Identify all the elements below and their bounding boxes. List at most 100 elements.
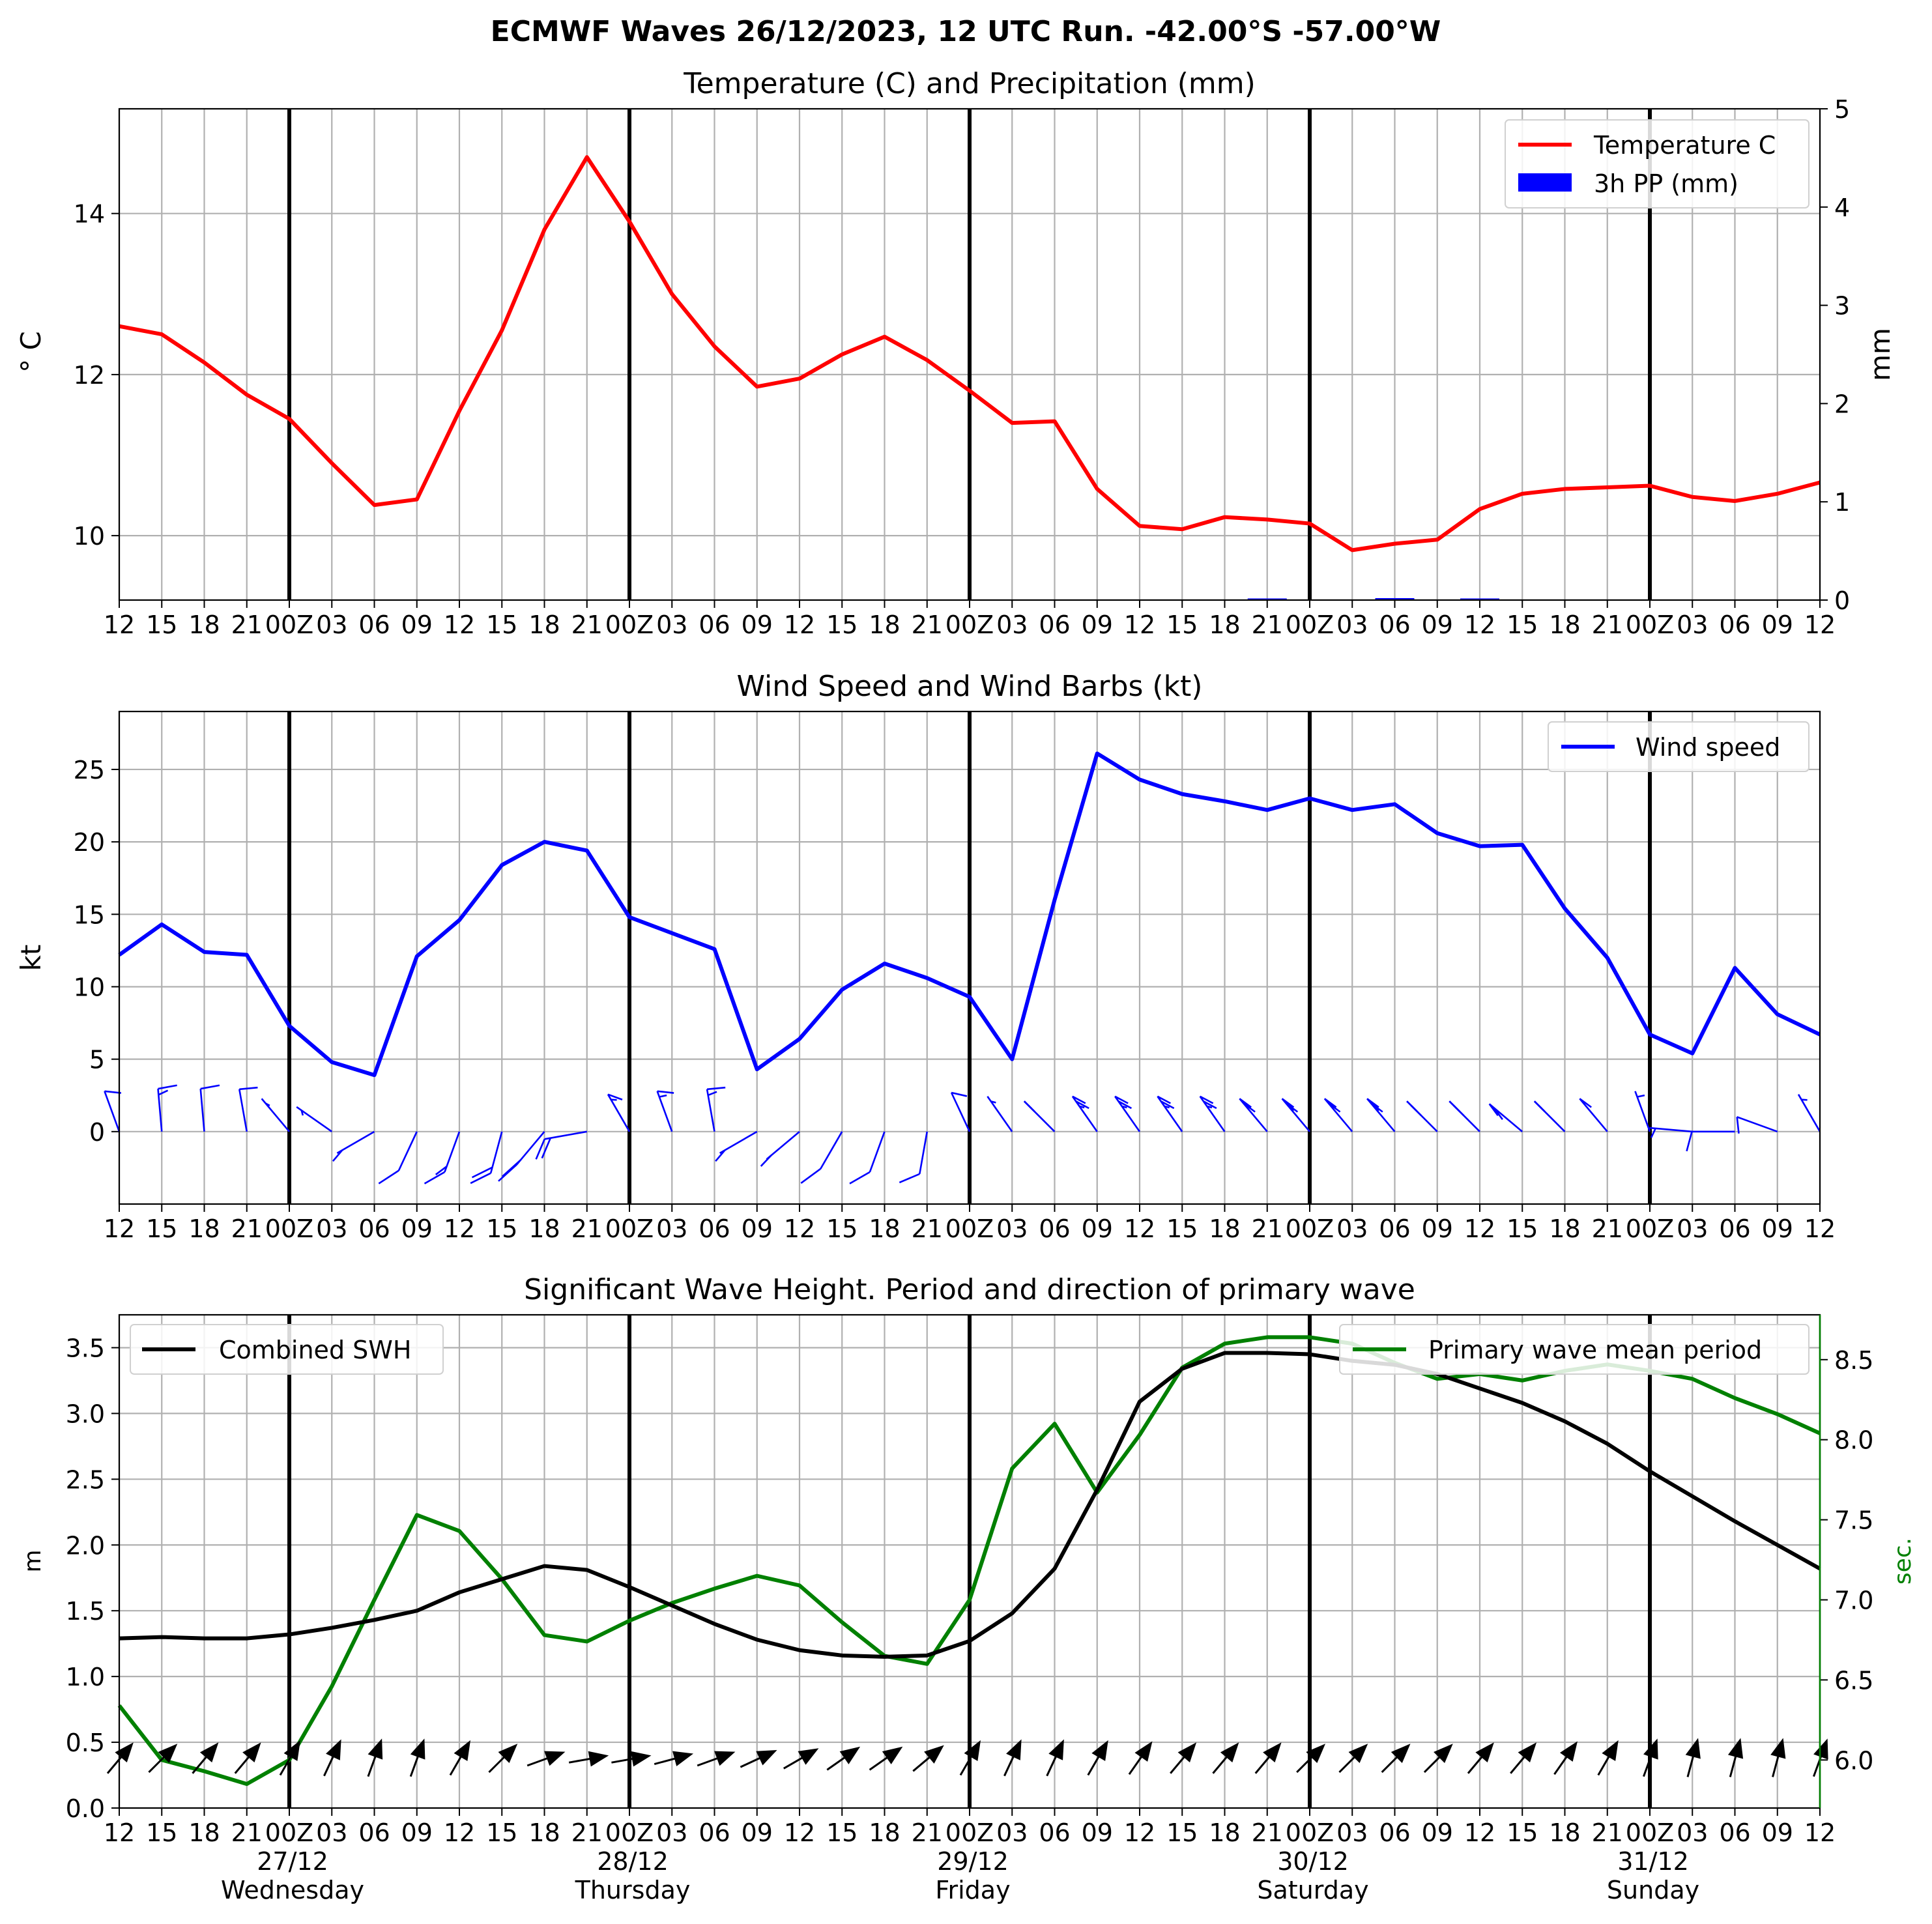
x-tick-label: 18	[1209, 1214, 1240, 1243]
wave-direction-arrow	[1770, 1738, 1786, 1777]
x-tick-label: 15	[486, 610, 517, 639]
x-tick-label: 15	[1166, 1818, 1198, 1847]
wind-barb	[1488, 1103, 1523, 1132]
wind-barb-feather	[1164, 1105, 1170, 1109]
wind-barb	[1114, 1095, 1141, 1132]
wind-barb-feather	[1493, 1107, 1503, 1120]
y-tick-label-right: 3	[1834, 292, 1850, 321]
day-weekday-label: Wednesday	[221, 1876, 364, 1904]
y-tick-label: 0	[89, 1118, 105, 1147]
wave-direction-arrow	[1338, 1744, 1368, 1773]
wind-barb-feather	[1324, 1098, 1337, 1108]
arrow-head	[544, 1751, 566, 1766]
x-tick-label: 18	[528, 610, 560, 639]
arrow-head	[498, 1744, 518, 1763]
wave-direction-arrow	[106, 1742, 134, 1774]
wind-barb-shaft	[544, 1130, 587, 1140]
x-tick-label: 03	[996, 610, 1028, 639]
x-tick-label: 09	[1082, 1214, 1113, 1243]
wind-barb-feather	[200, 1084, 220, 1090]
x-tick-label: 06	[699, 1818, 730, 1847]
day-date-label: 28/12	[597, 1847, 669, 1876]
x-tick-label: 12	[784, 1214, 815, 1243]
x-tick-label: 21	[1252, 1818, 1283, 1847]
wave-direction-arrow	[697, 1751, 736, 1767]
wind-barb-shaft	[397, 1131, 418, 1171]
day-date-label: 30/12	[1277, 1847, 1349, 1876]
wind-barb-feather	[435, 1166, 448, 1175]
wave-direction-arrow	[1296, 1744, 1326, 1773]
y-tick-label: 3.5	[66, 1334, 105, 1362]
wind-barb	[261, 1098, 290, 1132]
wave-direction-arrow	[367, 1738, 383, 1777]
x-tick-label: 18	[188, 610, 220, 639]
x-tick-label: 09	[1422, 1818, 1453, 1847]
wind-barb-feather	[1538, 1104, 1543, 1110]
panel-1: Temperature (C) and Precipitation (mm)10…	[74, 67, 1851, 639]
x-tick-label: 21	[912, 1214, 943, 1243]
wind-barb	[706, 1086, 726, 1132]
wind-barb	[1736, 1116, 1778, 1134]
wind-barb-shaft	[157, 1088, 163, 1132]
x-tick-label: 06	[1719, 1818, 1750, 1847]
arrow-head	[115, 1742, 134, 1762]
wind-barb	[104, 1090, 122, 1132]
y-tick-label: 14	[74, 200, 105, 229]
day-date-label: 27/12	[257, 1847, 328, 1876]
wind-barb-feather	[715, 1149, 726, 1162]
wind-barb	[1281, 1098, 1310, 1132]
x-tick-label: 18	[869, 1214, 900, 1243]
x-tick-label: 21	[1252, 1214, 1283, 1243]
wave-direction-arrow	[740, 1749, 777, 1768]
arrow-head	[756, 1749, 777, 1766]
arrow-head	[199, 1742, 219, 1762]
wave-direction-arrow	[1467, 1742, 1494, 1774]
wave-direction-arrow	[1128, 1741, 1153, 1775]
wind-barb-feather	[1410, 1104, 1422, 1117]
wind-barb-feather	[1650, 1128, 1656, 1138]
wind-barb-shaft	[1797, 1094, 1821, 1132]
arrow-head	[882, 1746, 903, 1764]
wind-barb-shaft	[1649, 1127, 1693, 1133]
panel-2: Wind Speed and Wind Barbs (kt) 0 5 10 15 20 25…	[74, 670, 1836, 1243]
wind-barb-feather	[657, 1090, 674, 1094]
wind-barb	[1579, 1098, 1608, 1132]
x-tick-label: 12	[104, 1214, 135, 1243]
x-tick-label: 18	[528, 1214, 560, 1243]
wave-direction-arrow	[1423, 1744, 1453, 1773]
wave-direction-arrow	[654, 1751, 694, 1766]
wind-barb-shaft	[656, 1091, 673, 1132]
wind-barb-feather	[1488, 1103, 1499, 1117]
wind-barb-feather	[424, 1171, 446, 1185]
wind-barb-feather	[1121, 1105, 1127, 1109]
wave-direction-arrow	[1170, 1742, 1197, 1774]
wind-barb-shaft	[336, 1130, 375, 1154]
wave-direction-arrow	[1046, 1739, 1064, 1777]
wave-direction-arrow	[1254, 1742, 1282, 1774]
wind-barb	[1323, 1098, 1353, 1132]
x-tick-label: 15	[146, 1818, 177, 1847]
y-tick-label: 10	[74, 522, 105, 551]
wind-barb-feather	[899, 1173, 920, 1184]
wind-barb	[800, 1131, 843, 1184]
wind-barb-feather	[1243, 1102, 1256, 1113]
wind-barb-feather	[760, 1155, 772, 1167]
x-tick-label: 06	[699, 610, 730, 639]
wind-barb-shaft	[766, 1130, 800, 1160]
wind-barb-shaft	[489, 1131, 503, 1173]
y-axis-label-swh: m	[20, 1549, 46, 1572]
y-tick-label-right: 0	[1834, 586, 1850, 615]
arrow-head	[672, 1751, 694, 1766]
x-tick-label: 00Z	[1626, 1818, 1674, 1847]
wave-direction-arrow	[449, 1740, 470, 1776]
wind-barb-feather	[158, 1089, 169, 1096]
x-tick-label: 00Z	[1286, 610, 1334, 639]
arrow-head	[368, 1738, 383, 1760]
x-tick-label: 18	[869, 610, 900, 639]
x-tick-label: 03	[656, 610, 687, 639]
wind-barb-feather	[300, 1110, 304, 1116]
precip-bar	[1460, 598, 1499, 600]
x-tick-label: 15	[1166, 1214, 1198, 1243]
wind-barb-feather	[1452, 1104, 1465, 1117]
